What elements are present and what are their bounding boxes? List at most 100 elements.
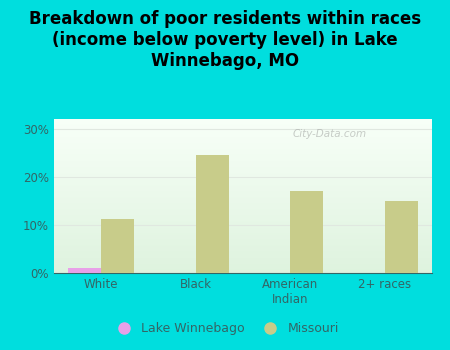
Bar: [54, 253, 432, 254]
Bar: [54, 238, 432, 239]
Bar: [54, 199, 432, 200]
Bar: [54, 120, 432, 121]
Bar: [54, 181, 432, 182]
Bar: [54, 226, 432, 227]
Bar: [54, 255, 432, 256]
Bar: [54, 188, 432, 189]
Bar: [54, 250, 432, 251]
Bar: [54, 119, 432, 120]
Bar: [54, 209, 432, 210]
Bar: [54, 205, 432, 206]
Bar: [54, 137, 432, 138]
Bar: [54, 249, 432, 250]
Bar: [54, 193, 432, 194]
Bar: [54, 177, 432, 178]
Bar: [54, 156, 432, 157]
Bar: [54, 251, 432, 252]
Bar: [54, 269, 432, 270]
Bar: [54, 161, 432, 162]
Bar: [54, 258, 432, 259]
Bar: [54, 237, 432, 238]
Bar: [54, 270, 432, 271]
Bar: [54, 136, 432, 137]
Bar: [54, 135, 432, 136]
Bar: [54, 149, 432, 150]
Bar: [54, 272, 432, 273]
Bar: [54, 132, 432, 133]
Bar: [54, 179, 432, 180]
Bar: [54, 233, 432, 234]
Bar: [54, 213, 432, 214]
Text: City-Data.com: City-Data.com: [293, 130, 367, 139]
Bar: [54, 133, 432, 134]
Bar: [54, 198, 432, 199]
Bar: [54, 254, 432, 255]
Bar: [54, 220, 432, 222]
Bar: [54, 140, 432, 141]
Bar: [54, 176, 432, 177]
Bar: [54, 206, 432, 207]
Bar: [54, 147, 432, 148]
Bar: [54, 167, 432, 168]
Bar: [54, 216, 432, 217]
Bar: [54, 157, 432, 158]
Bar: [54, 236, 432, 237]
Bar: [54, 152, 432, 153]
Bar: [54, 266, 432, 267]
Bar: [54, 182, 432, 183]
Bar: [54, 239, 432, 240]
Bar: [290, 191, 323, 273]
Bar: [54, 219, 432, 220]
Bar: [54, 244, 432, 245]
Bar: [54, 123, 432, 124]
Bar: [54, 144, 432, 145]
Bar: [54, 150, 432, 151]
Bar: [54, 170, 432, 172]
Bar: [54, 259, 432, 260]
Bar: [54, 169, 432, 170]
Bar: [101, 219, 134, 273]
Bar: [54, 174, 432, 175]
Bar: [54, 202, 432, 203]
Bar: [54, 211, 432, 212]
Bar: [54, 264, 432, 265]
Bar: [54, 129, 432, 130]
Bar: [54, 164, 432, 165]
Bar: [54, 196, 432, 197]
Bar: [68, 268, 101, 273]
Bar: [54, 263, 432, 264]
Bar: [54, 201, 432, 202]
Bar: [54, 224, 432, 225]
Bar: [54, 256, 432, 257]
Bar: [54, 218, 432, 219]
Bar: [54, 189, 432, 190]
Bar: [54, 261, 432, 262]
Bar: [54, 190, 432, 191]
Bar: [54, 257, 432, 258]
Bar: [54, 122, 432, 123]
Bar: [54, 146, 432, 147]
Bar: [54, 245, 432, 246]
Bar: [54, 204, 432, 205]
Bar: [54, 242, 432, 243]
Bar: [54, 197, 432, 198]
Bar: [54, 168, 432, 169]
Bar: [54, 231, 432, 232]
Bar: [54, 166, 432, 167]
Bar: [54, 222, 432, 223]
Bar: [54, 155, 432, 156]
Bar: [54, 160, 432, 161]
Bar: [54, 185, 432, 186]
Bar: [196, 155, 229, 273]
Text: Breakdown of poor residents within races
(income below poverty level) in Lake
Wi: Breakdown of poor residents within races…: [29, 10, 421, 70]
Bar: [54, 252, 432, 253]
Bar: [54, 241, 432, 242]
Bar: [54, 130, 432, 131]
Bar: [54, 240, 432, 241]
Bar: [54, 165, 432, 166]
Bar: [54, 162, 432, 163]
Bar: [54, 127, 432, 128]
Bar: [54, 163, 432, 164]
Bar: [54, 172, 432, 173]
Bar: [54, 262, 432, 263]
